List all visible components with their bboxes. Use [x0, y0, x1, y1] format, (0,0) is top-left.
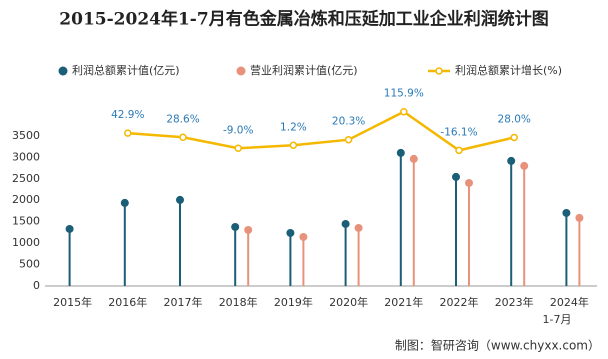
growth-marker: [234, 144, 242, 153]
value-label: -16.1%: [440, 126, 477, 138]
y-tick-label: 1000: [12, 236, 40, 249]
lollipop-head: [341, 219, 350, 228]
lollipop-head: [396, 148, 405, 157]
lollipop-head: [507, 156, 516, 165]
x-tick-label: 2024年: [550, 295, 589, 309]
lollipop-head: [299, 232, 308, 241]
lollipop-head: [231, 222, 240, 231]
growth-marker: [289, 141, 298, 150]
lollipop-head: [65, 224, 74, 233]
x-tick-label: 2022年: [440, 295, 479, 309]
legend-marker: [435, 67, 443, 75]
lollipop-head: [409, 154, 418, 163]
lollipop-head: [286, 228, 295, 237]
legend-label: 营业利润累计值(亿元): [250, 63, 358, 77]
value-label: 20.3%: [332, 116, 365, 128]
value-label: 1.2%: [280, 121, 307, 133]
legend-marker: [236, 66, 246, 76]
lollipop-head: [575, 213, 584, 222]
value-label: 42.9%: [111, 109, 144, 121]
value-label: 28.6%: [166, 113, 199, 125]
x-tick-label: 2023年: [495, 295, 534, 309]
chart-title: 2015-2024年1-7月有色金属冶炼和压延加工业企业利润统计图: [59, 9, 548, 30]
lollipop-head: [465, 178, 473, 187]
lollipop-head: [244, 225, 253, 234]
x-axis-label: 1-7月: [543, 313, 572, 326]
growth-marker: [400, 107, 408, 116]
value-label: 28.0%: [498, 113, 531, 125]
x-tick-label: 2018年: [219, 295, 258, 309]
growth-marker: [179, 133, 187, 142]
y-tick-label: 2500: [12, 172, 40, 185]
y-tick-label: 500: [19, 258, 40, 271]
x-tick-label: 2015年: [53, 295, 92, 309]
growth-line: [127, 110, 515, 152]
x-tick-label: 2020年: [329, 295, 368, 309]
value-label: -9.0%: [223, 124, 253, 136]
lollipop-head: [452, 172, 460, 181]
value-label: 115.9%: [384, 88, 424, 100]
lollipop-head: [120, 198, 129, 207]
growth-marker: [344, 135, 353, 144]
lollipop-head: [354, 223, 363, 232]
y-tick-label: 3000: [12, 150, 40, 163]
growth-marker: [455, 146, 463, 155]
legend-label: 利润总额累计值(亿元): [72, 63, 180, 77]
lollipop-head: [176, 195, 184, 204]
lollipop-head: [520, 161, 529, 170]
x-tick-label: 2016年: [108, 295, 147, 309]
legend-marker: [58, 66, 68, 76]
growth-marker: [124, 129, 132, 137]
x-tick-label: 2017年: [164, 295, 203, 309]
y-tick-label: 3500: [12, 129, 40, 142]
y-tick-label: 1500: [12, 215, 40, 228]
source: 制图：智研咨询（www.chyxx.com）: [395, 338, 600, 353]
x-tick-label: 2021年: [384, 295, 423, 309]
y-tick-label: 0: [33, 279, 40, 292]
x-tick-label: 2019年: [274, 295, 313, 309]
growth-marker: [510, 133, 518, 142]
y-tick-label: 2000: [12, 193, 40, 206]
legend-label: 利润总额累计增长(%): [455, 63, 562, 77]
lollipop-head: [562, 208, 571, 217]
